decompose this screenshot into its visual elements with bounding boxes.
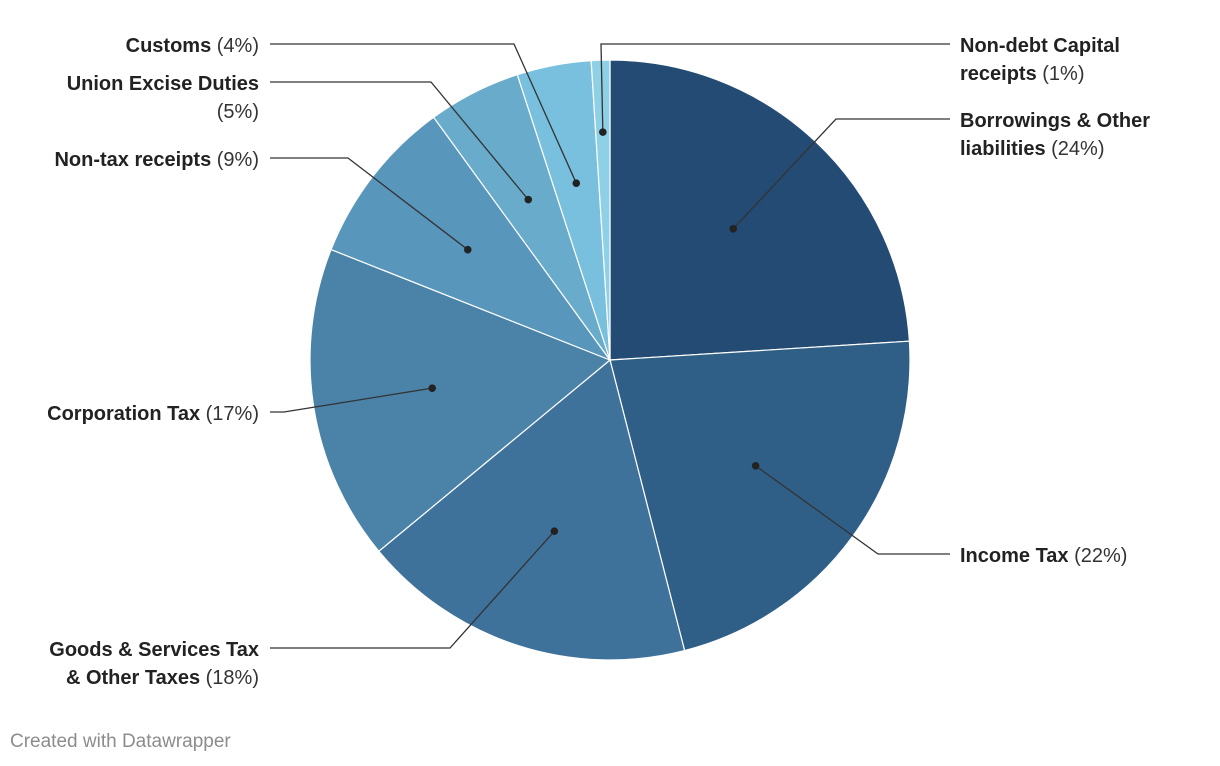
leader-line-5	[270, 157, 469, 251]
leader-line-4	[270, 387, 433, 413]
leader-line-2	[755, 465, 950, 555]
slice-label-1-line-1: Borrowings & Other	[960, 110, 1150, 132]
slice-label-6-line-2: (5%)	[217, 101, 259, 123]
slice-label-8-line-2: receipts (1%)	[960, 63, 1085, 85]
leader-dot-7	[572, 179, 581, 187]
pie-slice-5	[330, 116, 612, 362]
pie-slice-3	[378, 358, 686, 661]
leader-line-6	[270, 81, 529, 201]
leader-dot-3	[550, 527, 559, 535]
leader-line-8	[600, 43, 950, 133]
slice-label-2-line-1: Income Tax (22%)	[960, 545, 1127, 567]
leader-line-7	[270, 43, 577, 184]
leader-dot-5	[463, 245, 472, 254]
pie-slice-1	[609, 59, 911, 361]
slice-label-8-line-1: Non-debt Capital	[960, 35, 1120, 57]
slice-label-6-line-1: Union Excise Duties	[67, 73, 259, 95]
slice-label-3-line-1: Goods & Services Tax	[49, 639, 259, 661]
credit-text: Created with Datawrapper	[10, 731, 231, 752]
leader-dot-8	[599, 128, 607, 136]
leader-line-3	[270, 530, 555, 649]
slice-label-5-line-1: Non-tax receipts (9%)	[54, 149, 259, 171]
leader-dot-2	[751, 462, 760, 470]
leader-dot-4	[428, 384, 437, 392]
slice-label-1-line-2: liabilities (24%)	[960, 138, 1105, 160]
slice-label-4-line-1: Corporation Tax (17%)	[47, 403, 259, 425]
slice-label-3-line-2: & Other Taxes (18%)	[66, 667, 259, 689]
leader-dot-6	[524, 195, 533, 204]
slice-label-7-line-1: Customs (4%)	[126, 35, 259, 57]
leader-dot-1	[729, 224, 738, 233]
leader-line-1	[732, 118, 950, 230]
